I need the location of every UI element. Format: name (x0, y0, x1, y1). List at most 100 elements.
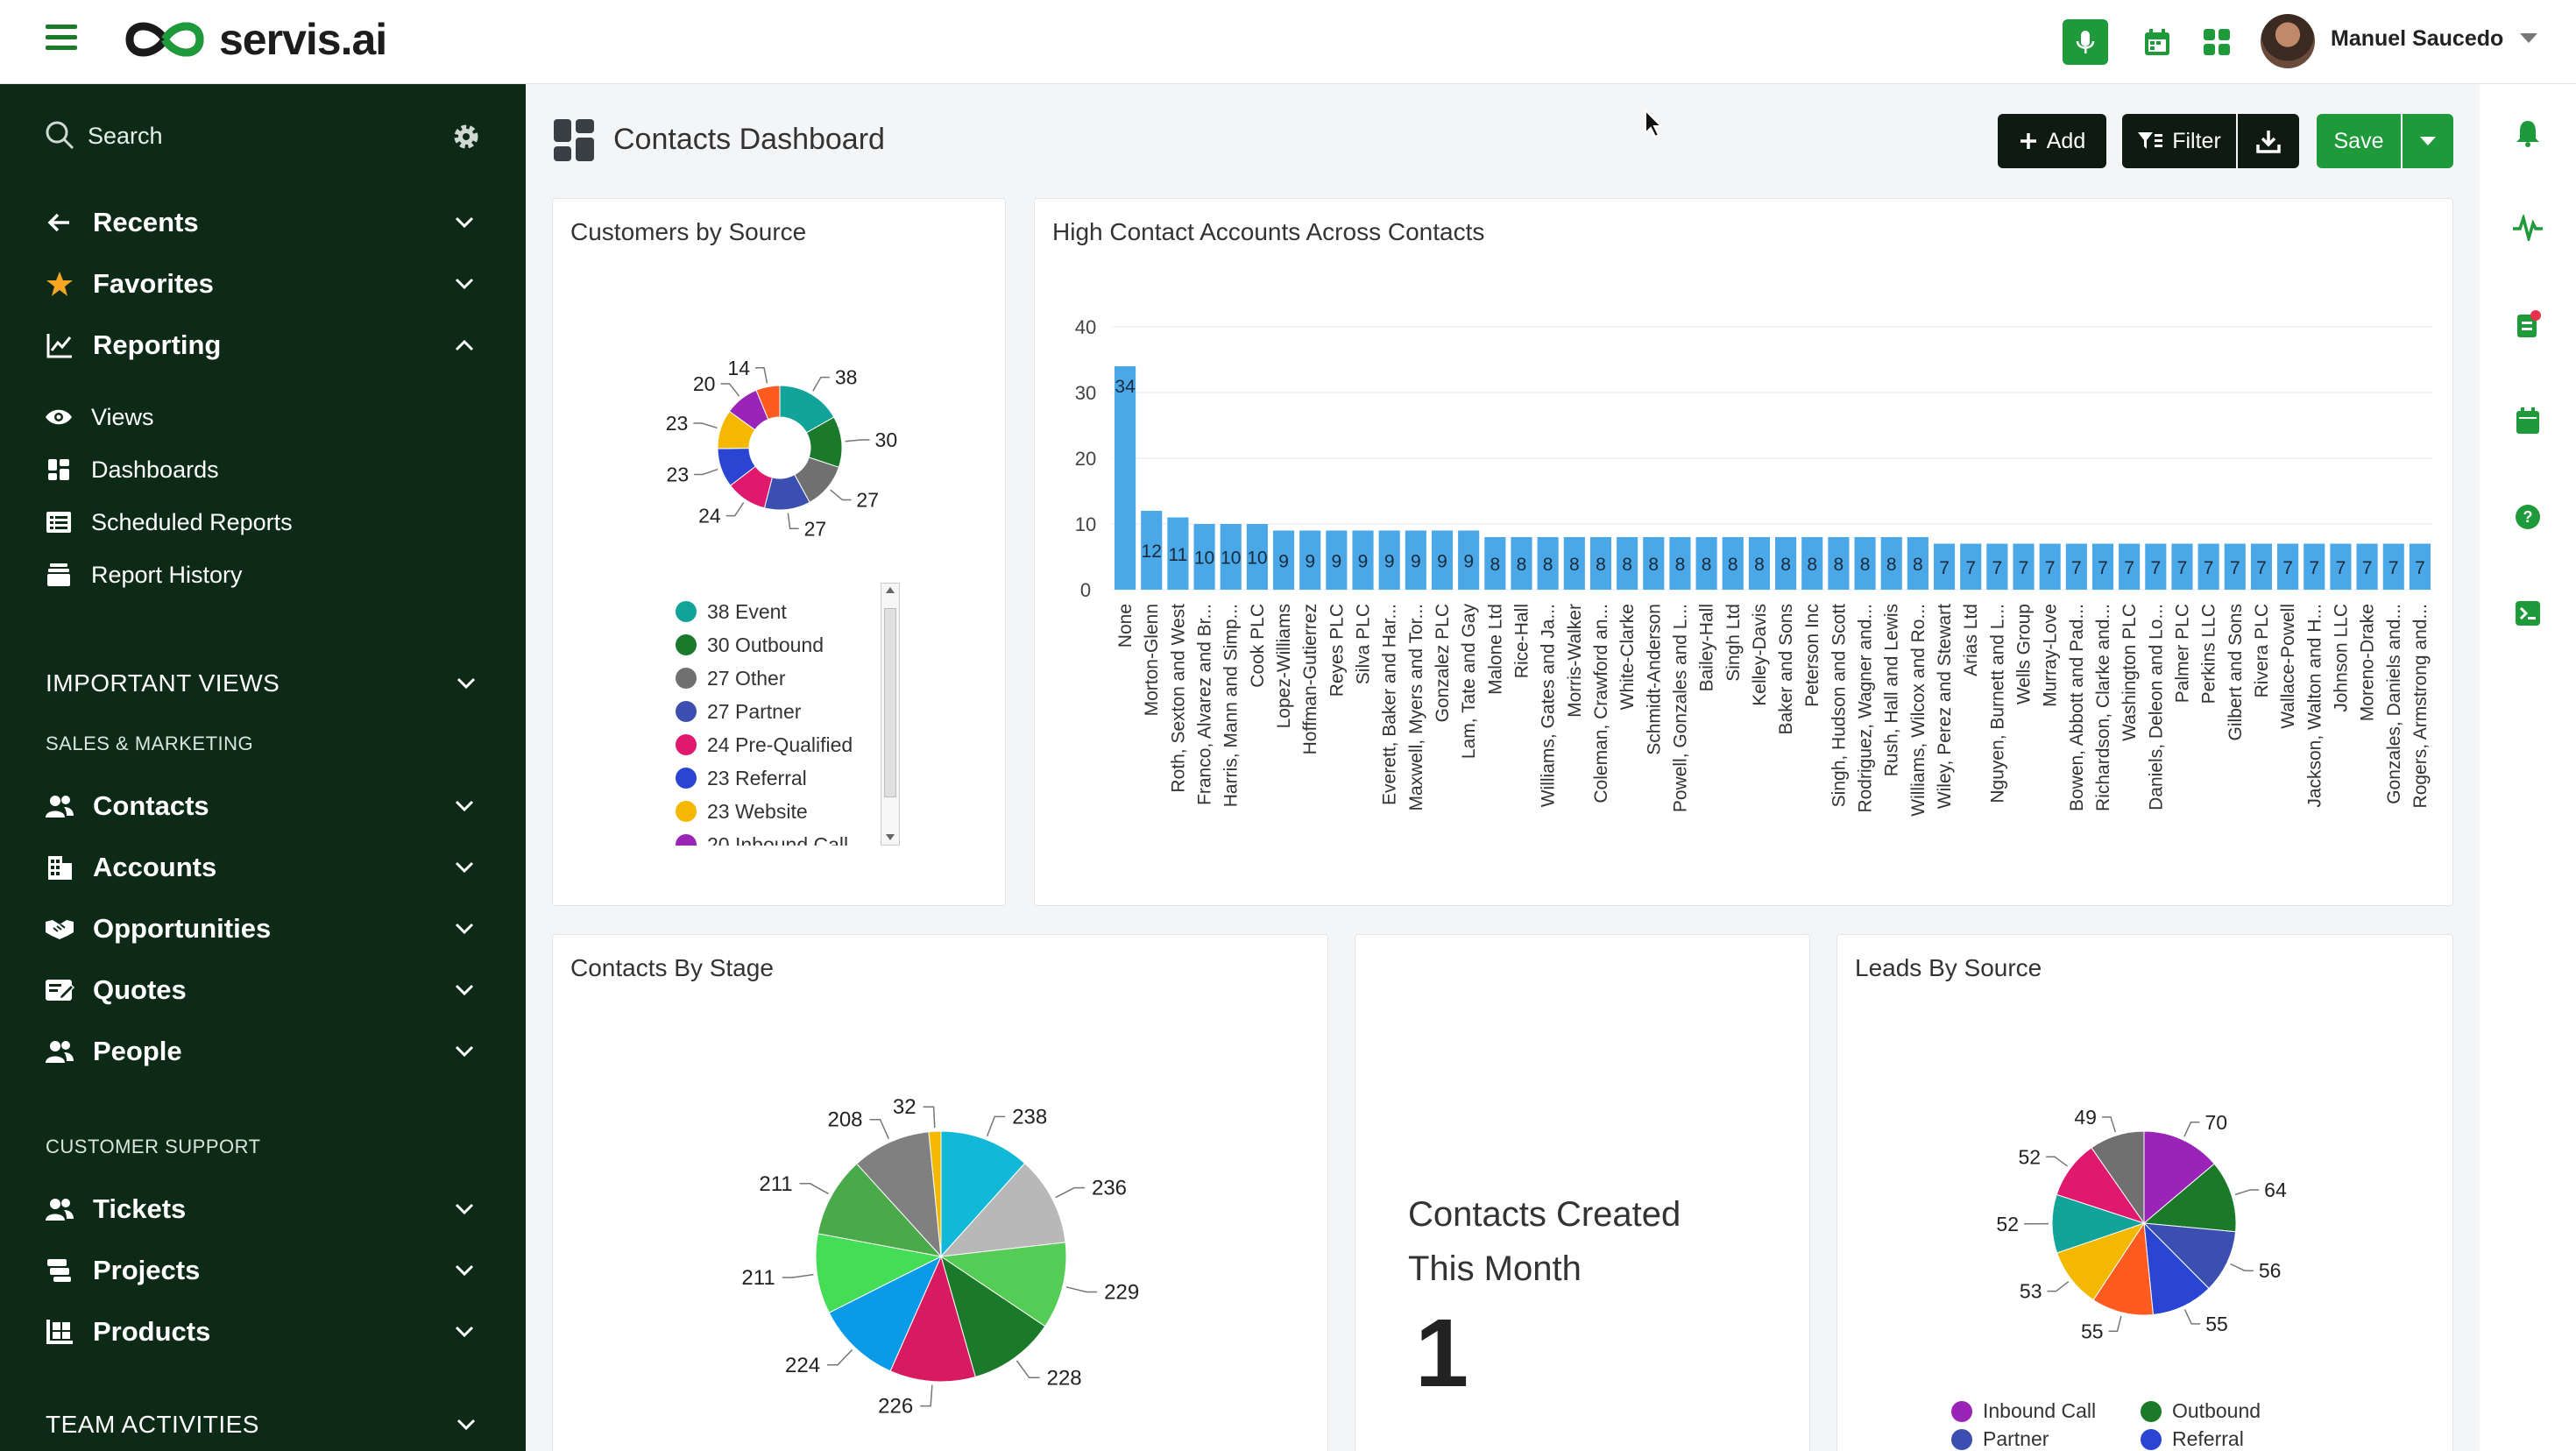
bar[interactable] (2013, 543, 2035, 591)
sidebar-item-dashboards[interactable]: Dashboards (44, 452, 482, 487)
legend-item[interactable]: 24 Pre-Qualified (676, 728, 910, 761)
bar[interactable] (2224, 543, 2246, 591)
pie-slice[interactable] (2143, 1221, 2210, 1316)
chevron-down-icon[interactable] (447, 973, 482, 1008)
bar[interactable] (1643, 537, 1665, 590)
brand-logo[interactable]: servis.ai (119, 12, 387, 67)
microphone-button[interactable] (2063, 19, 2108, 65)
chevron-down-icon[interactable] (447, 266, 482, 301)
legend-item[interactable]: 27 Partner (676, 695, 910, 728)
scroll-thumb[interactable] (884, 608, 896, 797)
chevron-down-icon[interactable] (447, 1253, 482, 1288)
bar[interactable] (1695, 537, 1717, 590)
tasks-notification-icon[interactable] (2510, 307, 2545, 342)
legend-item[interactable]: 27 Other (676, 662, 910, 695)
user-avatar[interactable] (2261, 14, 2315, 68)
chevron-down-icon[interactable] (447, 911, 482, 946)
bar[interactable] (1537, 537, 1559, 590)
pie-slice[interactable] (939, 1242, 1067, 1327)
pie-slice[interactable] (817, 1163, 943, 1257)
sidebar-item-projects[interactable]: Projects (44, 1251, 482, 1290)
terminal-icon[interactable] (2510, 596, 2545, 631)
pie-slice[interactable] (889, 1255, 976, 1383)
bar[interactable] (1617, 537, 1638, 590)
legend-item[interactable]: 23 Referral (676, 761, 910, 795)
pie-slice[interactable] (2142, 1163, 2237, 1233)
section-team-activities[interactable]: TEAM ACTIVITIES (46, 1407, 484, 1442)
pie-slice[interactable] (2142, 1222, 2237, 1290)
bar[interactable] (2039, 543, 2061, 591)
pie-slice[interactable] (2056, 1222, 2146, 1301)
sidebar-item-contacts[interactable]: Contacts (44, 787, 482, 825)
download-button[interactable] (2238, 114, 2299, 168)
bar[interactable] (1193, 524, 1215, 590)
activity-pulse-icon[interactable] (2510, 210, 2545, 245)
bar[interactable] (2250, 543, 2273, 591)
legend-item[interactable]: Partner (1951, 1427, 2049, 1451)
bar[interactable] (1828, 537, 1850, 590)
bar[interactable] (1933, 543, 1956, 591)
pie-slice[interactable] (940, 1130, 1026, 1258)
bar[interactable] (1431, 530, 1454, 591)
filter-button[interactable]: Filter (2122, 114, 2236, 168)
bar[interactable] (1960, 543, 1982, 591)
legend-scrollbar[interactable] (881, 583, 900, 846)
section-important-views[interactable]: IMPORTANT VIEWS (46, 666, 484, 701)
calendar-button[interactable] (2134, 19, 2180, 65)
bar[interactable] (1722, 537, 1744, 590)
sidebar-search[interactable]: Search (44, 119, 482, 154)
bar[interactable] (1484, 537, 1506, 590)
chevron-down-icon[interactable] (447, 205, 482, 240)
bar[interactable] (2277, 543, 2299, 591)
bar[interactable] (1669, 537, 1691, 590)
bar[interactable] (2065, 543, 2087, 591)
sidebar-item-scheduled-reports[interactable]: Scheduled Reports (44, 505, 482, 540)
bar[interactable] (2356, 543, 2378, 591)
bar[interactable] (1299, 530, 1321, 591)
bar[interactable] (1272, 530, 1295, 591)
sidebar-item-products[interactable]: Products (44, 1313, 482, 1351)
bar[interactable] (1246, 524, 1268, 590)
bell-icon[interactable] (2510, 116, 2545, 151)
bar[interactable] (1220, 524, 1242, 590)
pie-slice[interactable] (2092, 1221, 2154, 1316)
bar[interactable] (2145, 543, 2167, 591)
pie-slice[interactable] (815, 1233, 943, 1313)
gear-icon[interactable] (450, 121, 482, 152)
chevron-down-icon[interactable] (447, 789, 482, 824)
sidebar-item-quotes[interactable]: Quotes (44, 971, 482, 1009)
bar[interactable] (1775, 537, 1797, 590)
scroll-up-icon[interactable] (886, 587, 895, 593)
legend-item[interactable]: 20 Inbound Call (676, 828, 910, 846)
bar[interactable] (1589, 537, 1612, 590)
bar[interactable] (1352, 530, 1374, 591)
bar[interactable] (2091, 543, 2114, 591)
pie-slice[interactable] (2143, 1130, 2215, 1225)
bar[interactable] (1405, 530, 1426, 591)
bar[interactable] (1141, 511, 1163, 590)
pie-slice[interactable] (755, 385, 781, 421)
bar[interactable] (2382, 543, 2404, 591)
legend-item[interactable]: Referral (2141, 1427, 2244, 1451)
sidebar-item-recents[interactable]: Recents (44, 203, 482, 242)
bar[interactable] (2197, 543, 2219, 591)
pie-slice[interactable] (939, 1162, 1066, 1257)
pie-slice[interactable] (2091, 1130, 2145, 1225)
pie-slice[interactable] (856, 1131, 942, 1258)
bar[interactable] (1458, 530, 1480, 591)
sidebar-item-opportunities[interactable]: Opportunities (44, 910, 482, 948)
bar[interactable] (1563, 537, 1585, 590)
bar[interactable] (1326, 530, 1348, 591)
bar[interactable] (1115, 366, 1136, 590)
pie-slice[interactable] (828, 1255, 943, 1372)
bar[interactable] (1748, 537, 1770, 590)
sidebar-item-tickets[interactable]: Tickets (44, 1190, 482, 1228)
bar[interactable] (1986, 543, 2008, 591)
bar[interactable] (1907, 537, 1928, 590)
bar[interactable] (1511, 537, 1532, 590)
chevron-up-icon[interactable] (447, 328, 482, 363)
bar[interactable] (2330, 543, 2352, 591)
add-button[interactable]: Add (1998, 114, 2106, 168)
calendar-icon[interactable] (2510, 403, 2545, 438)
bar[interactable] (1378, 530, 1400, 591)
